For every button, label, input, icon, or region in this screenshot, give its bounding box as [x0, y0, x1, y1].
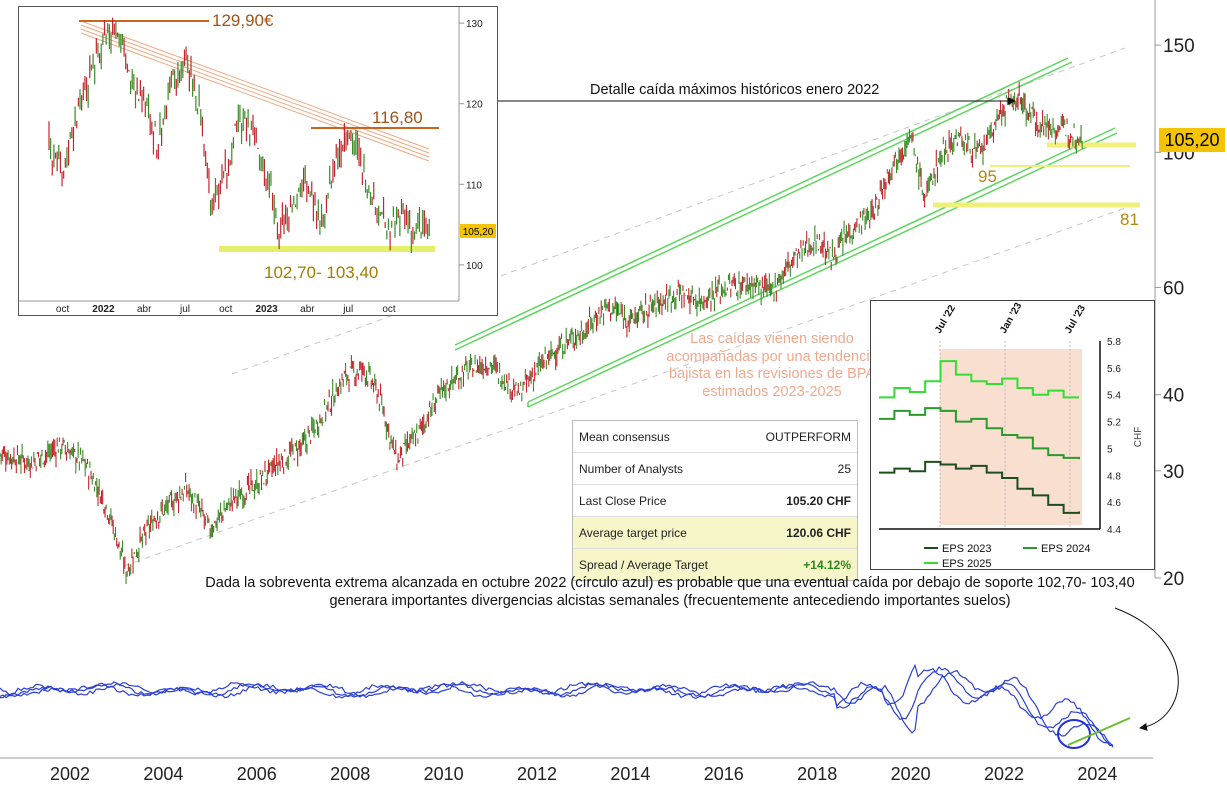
- lower-dashed-trendline: [123, 207, 1126, 567]
- x-tick-label: 2008: [330, 764, 370, 784]
- eps-series-line: [879, 360, 1079, 399]
- history-last-price: 105,20: [463, 227, 494, 238]
- consensus-row-analysts: Number of Analysts 25: [573, 452, 857, 484]
- hist-y-tick-label: 130: [466, 19, 483, 30]
- label-support: 102,70- 103,40: [264, 263, 378, 282]
- hist-x-tick-label: oct: [56, 304, 70, 315]
- y-tick-label: 30: [1163, 462, 1184, 483]
- eps-legend: EPS 2023 EPS 2024 EPS 2025: [924, 543, 1091, 570]
- hist-x-tick-label: 2023: [255, 304, 278, 315]
- legend-eps-2024: EPS 2024: [1041, 543, 1091, 555]
- x-tick-label: 2014: [610, 764, 650, 784]
- y-tick-label: 20: [1163, 569, 1184, 590]
- label-129-90: 129,90€: [212, 11, 274, 30]
- hist-y-tick-label: 120: [466, 100, 483, 111]
- consensus-row-target: Average target price 120.06 CHF: [573, 516, 857, 548]
- consensus-label: Average target price: [579, 525, 687, 540]
- y-tick-label: 150: [1163, 36, 1195, 57]
- oscillator-line: [0, 669, 1114, 746]
- eps-annotation: Las caídas vienen siendo acompañadas por…: [666, 331, 878, 400]
- divergence-arrow: [1114, 607, 1179, 731]
- x-tick-label: 2010: [424, 764, 464, 784]
- eps-x-tick-label: Jan '23: [998, 301, 1025, 336]
- legend-eps-2025: EPS 2025: [942, 558, 992, 569]
- hist-y-tick-label: 110: [466, 180, 482, 191]
- x-tick-label: 2002: [50, 764, 90, 784]
- divergence-annotation: Dada la sobreventa extrema alcanzada en …: [205, 575, 1135, 609]
- history-price-series: [48, 17, 430, 254]
- eps-y-tick-label: 4.4: [1107, 525, 1121, 536]
- divergence-line: [1067, 717, 1131, 746]
- eps-inset-chart: 4.4 4.6 4.8 5 5.2 5.4 5.6 5.8 Jul '22 Jan '23 Jul…: [879, 301, 1144, 570]
- hist-x-tick-label: jul: [179, 304, 190, 315]
- x-tick-label: 2020: [891, 764, 931, 784]
- y-tick-label: 60: [1163, 278, 1184, 299]
- eps-y-tick-label: 5.4: [1107, 391, 1121, 402]
- eps-x-tick-label: Jul '23: [1063, 303, 1088, 335]
- x-tick-label: 2006: [237, 764, 277, 784]
- x-tick-label: 2012: [517, 764, 557, 784]
- consensus-row-spread: Spread / Average Target +14.12%: [573, 548, 857, 580]
- x-tick-label: 2018: [797, 764, 837, 784]
- consensus-label: Last Close Price: [579, 493, 667, 508]
- x-tick-label: 2004: [143, 764, 183, 784]
- detail-annotation: Detalle caída máximos históricos enero 2…: [590, 82, 880, 98]
- consensus-value: +14.12%: [803, 557, 851, 572]
- oscillator-line: [0, 663, 1114, 747]
- eps-y-tick-label: 5.8: [1107, 337, 1121, 348]
- x-tick-label: 2016: [704, 764, 744, 784]
- main-price-series: [0, 81, 1083, 584]
- level-81-label: 81: [1120, 210, 1139, 229]
- eps-y-tick-label: 5.6: [1107, 364, 1121, 375]
- consensus-value: OUTPERFORM: [765, 429, 851, 444]
- x-tick-label: 2024: [1077, 764, 1117, 784]
- x-tick-label: 2022: [984, 764, 1024, 784]
- consensus-value: 105.20 CHF: [786, 493, 851, 508]
- last-price-tag: 105,20: [1159, 128, 1225, 152]
- hist-x-tick-label: abr: [300, 304, 315, 315]
- history-inset-chart: 100 110 120 130 oct 2022 abr jul oct 2023 abr jul o…: [19, 7, 496, 315]
- consensus-label: Mean consensus: [579, 429, 670, 444]
- legend-eps-2023: EPS 2023: [942, 543, 992, 555]
- level-95-label: 95: [978, 167, 997, 186]
- consensus-row-last-close: Last Close Price 105.20 CHF: [573, 484, 857, 516]
- hist-x-tick-label: abr: [137, 304, 152, 315]
- oscillator-line: [0, 666, 1114, 748]
- oversold-circle: [1057, 719, 1091, 749]
- hist-y-tick-label: 100: [466, 261, 483, 272]
- consensus-row-mean: Mean consensus OUTPERFORM: [573, 421, 857, 452]
- consensus-label: Spread / Average Target: [579, 557, 708, 572]
- hist-x-tick-label: oct: [219, 304, 233, 315]
- eps-series-line: [879, 407, 1080, 460]
- hist-x-tick-label: 2022: [92, 304, 115, 315]
- consensus-value: 120.06 CHF: [786, 525, 851, 540]
- hist-x-tick-label: jul: [342, 304, 353, 315]
- eps-y-tick-label: 4.6: [1107, 498, 1121, 509]
- eps-y-tick-label: 5.2: [1107, 418, 1121, 429]
- eps-series-line: [879, 460, 1080, 514]
- eps-y-tick-label: 4.8: [1107, 471, 1121, 482]
- y-tick-label: 40: [1163, 386, 1184, 407]
- eps-inset: 4.4 4.6 4.8 5 5.2 5.4 5.6 5.8 Jul '22 Jan '23 Jul…: [870, 300, 1155, 570]
- eps-y-label: CHF: [1133, 427, 1144, 448]
- oscillator-series: [0, 663, 1114, 748]
- label-116-80: 116,80: [372, 108, 423, 127]
- consensus-table: Mean consensus OUTPERFORM Number of Anal…: [572, 420, 858, 581]
- eps-y-tick-label: 5: [1107, 444, 1113, 455]
- consensus-label: Number of Analysts: [579, 461, 684, 476]
- history-last-price-box: [460, 224, 496, 238]
- upper-dashed-trendline: [231, 47, 1126, 375]
- consensus-value: 25: [837, 461, 851, 476]
- green-channel: [454, 57, 1118, 408]
- hist-x-tick-label: oct: [382, 304, 396, 315]
- history-inset: 100 110 120 130 oct 2022 abr jul oct 2023 abr jul o…: [18, 6, 498, 316]
- eps-x-tick-label: Jul '22: [933, 303, 958, 335]
